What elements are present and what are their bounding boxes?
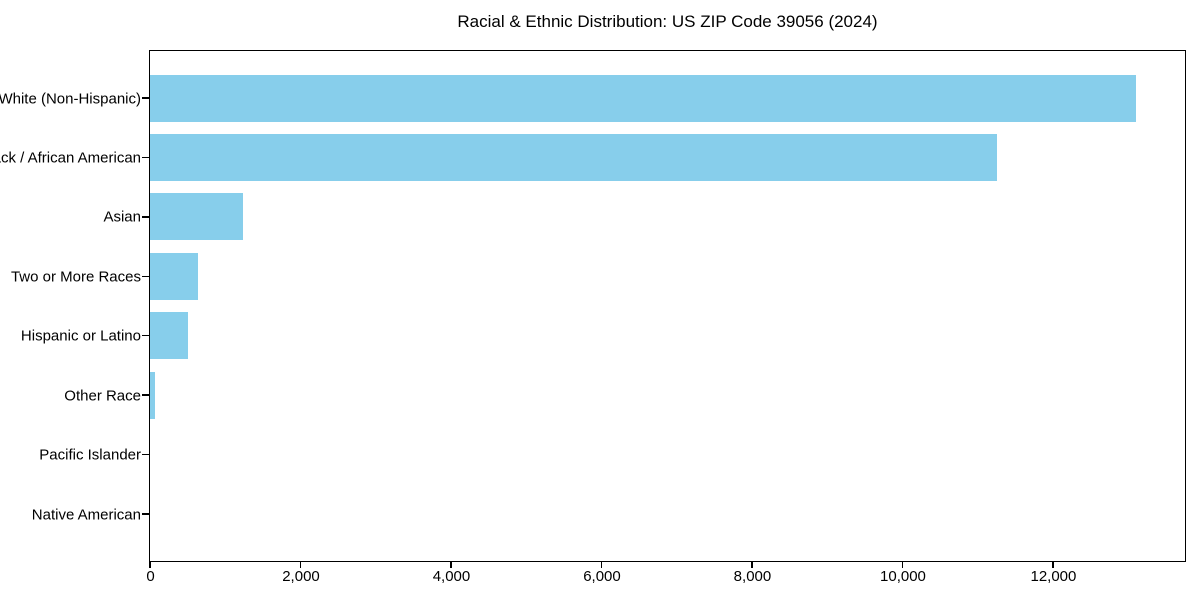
bar [150, 312, 188, 360]
x-axis-tick [600, 561, 603, 568]
x-axis-tick [149, 561, 151, 568]
bar [150, 193, 243, 241]
y-axis-tick [141, 97, 149, 99]
y-axis-tick [141, 453, 149, 456]
y-axis-tick [141, 216, 149, 218]
y-tick-label: Other Race [64, 387, 141, 405]
bar [150, 133, 997, 181]
chart-title: Racial & Ethnic Distribution: US ZIP Cod… [457, 12, 878, 31]
x-axis-tick [450, 561, 452, 568]
y-tick-label: Hispanic or Latino [20, 327, 141, 345]
y-tick-label: Native American [31, 506, 141, 523]
y-tick-label: Black / African American [0, 149, 141, 167]
plot-area [141, 50, 1186, 568]
x-tick-label: 10,000 [880, 568, 926, 585]
y-tick-label: Asian [103, 208, 141, 226]
x-axis-tick [1052, 561, 1054, 568]
y-axis-tick [141, 513, 149, 515]
x-tick-label: 6,000 [583, 568, 621, 585]
y-tick-label: Two or More Races [10, 268, 141, 286]
x-axis-tick [901, 561, 904, 568]
x-tick-label: 2,000 [282, 568, 320, 585]
bar [150, 371, 156, 419]
x-axis-tick [751, 561, 753, 568]
x-tick-label: 4,000 [432, 568, 471, 585]
y-axis-tick [141, 334, 149, 337]
x-axis-tick [299, 561, 302, 568]
y-tick-label: Pacific Islander [39, 446, 141, 464]
bar [150, 252, 199, 300]
x-tick-label: 0 [146, 568, 155, 585]
bar [150, 74, 1136, 122]
y-axis-tick [141, 156, 149, 159]
y-axis-tick [141, 394, 149, 396]
x-tick-label: 12,000 [1030, 568, 1077, 585]
x-tick-label: 8,000 [733, 568, 772, 585]
y-axis-tick [141, 275, 149, 278]
y-tick-label: White (Non-Hispanic) [0, 90, 141, 107]
